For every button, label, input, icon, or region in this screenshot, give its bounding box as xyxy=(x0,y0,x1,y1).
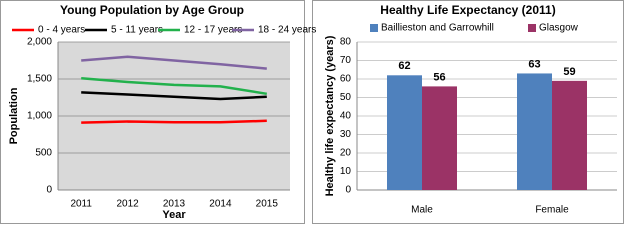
chart-title: Healthy Life Expectancy (2011) xyxy=(380,3,555,17)
legend-swatch xyxy=(370,24,378,32)
x-tick-label: Female xyxy=(535,205,569,216)
legend-swatch xyxy=(528,24,536,32)
data-label: 63 xyxy=(528,58,540,70)
x-tick-label: Male xyxy=(411,205,433,216)
page: Young Population by Age Group05001,0001,… xyxy=(0,0,624,224)
x-tick-label: 2011 xyxy=(70,199,92,210)
line xyxy=(81,119,267,124)
y-tick-label: 0 xyxy=(345,185,351,196)
y-tick-label: 0 xyxy=(46,185,52,196)
line xyxy=(81,77,267,96)
bar xyxy=(387,75,422,190)
y-tick-label: 1,000 xyxy=(27,111,52,122)
y-tick-label: 20 xyxy=(340,148,352,159)
line xyxy=(81,91,267,101)
x-tick-label: 2013 xyxy=(163,199,186,210)
x-tick-label: 2014 xyxy=(209,199,232,210)
chart-title: Young Population by Age Group xyxy=(60,3,244,17)
legend-label: 0 - 4 years xyxy=(38,25,85,36)
y-tick-label: 1,500 xyxy=(27,74,52,85)
bar xyxy=(517,73,552,190)
bar xyxy=(552,80,587,190)
legend-label: Glasgow xyxy=(539,23,579,34)
y-tick-label: 500 xyxy=(35,148,52,159)
y-tick-label: 10 xyxy=(340,166,352,177)
legend-label: 12 - 17 years xyxy=(184,25,242,36)
y-tick-label: 60 xyxy=(340,74,352,85)
line xyxy=(81,55,267,70)
y-axis-title: Population xyxy=(8,87,20,144)
y-tick-label: 30 xyxy=(340,129,352,140)
y-tick-label: 40 xyxy=(340,111,352,122)
bar xyxy=(422,86,457,190)
x-tick-label: 2015 xyxy=(256,199,279,210)
legend-label: Baillieston and Garrowhill xyxy=(381,23,494,34)
data-label: 56 xyxy=(433,71,445,83)
y-axis-title: Healthy life expectancy (years) xyxy=(324,35,336,196)
x-tick-label: 2012 xyxy=(116,199,139,210)
legend-label: 5 - 11 years xyxy=(111,25,163,36)
x-axis-title: Year xyxy=(162,209,186,221)
y-tick-label: 80 xyxy=(340,37,352,48)
data-label: 62 xyxy=(398,60,410,72)
legend-label: 18 - 24 years xyxy=(258,25,316,36)
data-label: 59 xyxy=(563,66,575,78)
y-tick-label: 70 xyxy=(340,55,352,66)
y-tick-label: 50 xyxy=(340,92,352,103)
y-tick-label: 2,000 xyxy=(27,37,52,48)
